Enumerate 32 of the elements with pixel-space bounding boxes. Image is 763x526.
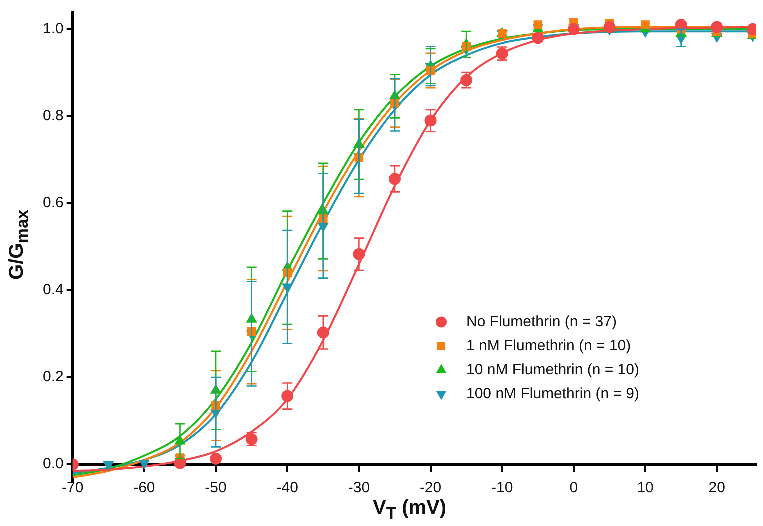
y-tick-label: 0.8 [42, 108, 64, 125]
x-tick-label: 0 [570, 480, 578, 497]
x-tick-label: -40 [276, 480, 298, 497]
legend-label: 1 nM Flumethrin (n = 10) [466, 337, 632, 354]
point [641, 20, 650, 30]
x-tick-label: -60 [134, 480, 156, 497]
point [388, 173, 401, 186]
x-tick-label: -10 [492, 480, 514, 497]
point [210, 452, 222, 465]
x-tick-label: 10 [637, 480, 654, 497]
y-tick-label: 0.2 [42, 368, 64, 386]
x-tick-label: -20 [420, 480, 442, 497]
point [534, 20, 543, 30]
y-tick-label: 0.6 [42, 194, 64, 212]
x-tick-label: -50 [205, 480, 227, 497]
legend-label: 10 nM Flumethrin (n = 10) [466, 361, 640, 378]
x-tick-label: -70 [62, 480, 84, 497]
point [532, 32, 544, 44]
y-tick-label: 0.0 [42, 456, 64, 473]
legend-label: 100 nM Flumethrin (n = 9) [466, 385, 640, 402]
point [317, 326, 330, 339]
point [174, 457, 186, 470]
y-tick-label: 1.0 [42, 20, 64, 38]
point [675, 19, 688, 32]
x-tick-label: 20 [708, 480, 726, 497]
x-axis-title: V$_{T}$ (mV) [373, 497, 447, 524]
x-tick-label: -30 [348, 480, 370, 497]
y-tick-label: 0.4 [42, 282, 64, 299]
point [139, 460, 150, 470]
point [103, 461, 114, 471]
legend-label: No Flumethrin (n = 37) [466, 313, 617, 330]
point [711, 21, 724, 34]
